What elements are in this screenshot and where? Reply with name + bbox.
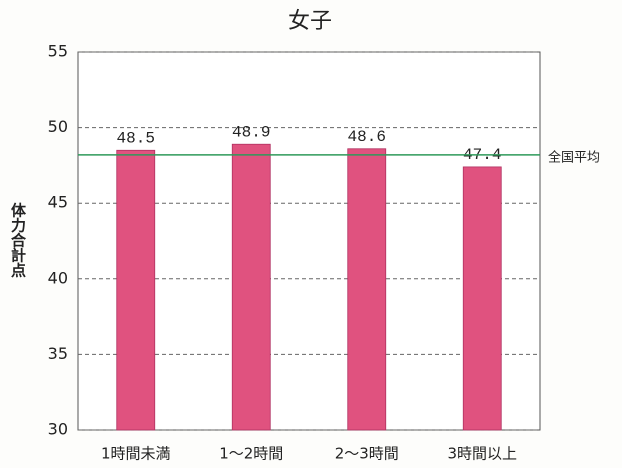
reference-label: 全国平均 bbox=[548, 149, 600, 165]
y-axis-label: 体力合計点 bbox=[9, 202, 27, 279]
chart-title: 女子 bbox=[288, 9, 332, 34]
y-tick-label: 35 bbox=[48, 344, 68, 363]
x-tick-label: 1～2時間 bbox=[219, 445, 283, 463]
x-tick-label: 2～3時間 bbox=[335, 445, 399, 463]
y-tick-label: 50 bbox=[48, 117, 68, 136]
bar bbox=[347, 148, 387, 431]
y-tick-label: 45 bbox=[48, 193, 68, 212]
bar bbox=[231, 143, 271, 431]
data-label: 48.5 bbox=[117, 129, 155, 147]
bar bbox=[462, 166, 502, 431]
x-tick-label: 3時間以上 bbox=[447, 445, 517, 463]
x-tick-label: 1時間未満 bbox=[101, 445, 171, 463]
bar bbox=[116, 149, 156, 431]
data-label: 48.6 bbox=[348, 128, 386, 146]
y-tick-label: 55 bbox=[48, 42, 68, 61]
y-tick-label: 40 bbox=[48, 268, 68, 287]
y-tick-label: 30 bbox=[48, 420, 68, 439]
data-label: 48.9 bbox=[232, 123, 270, 141]
